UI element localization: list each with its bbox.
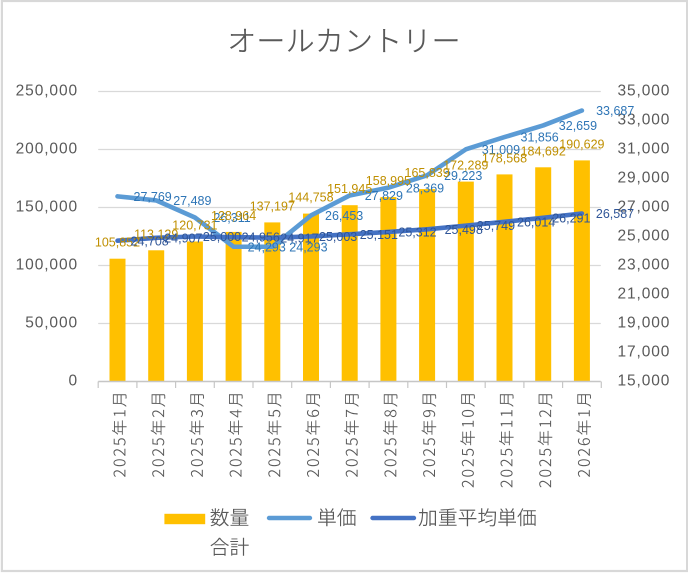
svg-text:25,312: 25,312 (398, 226, 436, 240)
svg-text:25,749: 25,749 (477, 219, 515, 233)
svg-text:19,000: 19,000 (618, 315, 671, 332)
svg-text:27,489: 27,489 (173, 194, 211, 208)
svg-text:21,000: 21,000 (618, 286, 671, 303)
svg-text:151,945: 151,945 (327, 182, 372, 196)
svg-text:25,000: 25,000 (618, 228, 671, 245)
svg-text:27,000: 27,000 (618, 199, 671, 216)
svg-text:32,659: 32,659 (559, 119, 597, 133)
svg-text:31,000: 31,000 (618, 141, 671, 158)
svg-text:33,000: 33,000 (618, 112, 671, 129)
svg-text:184,692: 184,692 (521, 144, 566, 158)
svg-text:250,000: 250,000 (16, 83, 78, 100)
svg-text:120,731: 120,731 (172, 219, 217, 233)
svg-text:33,687: 33,687 (596, 104, 634, 118)
svg-text:190,629: 190,629 (559, 137, 604, 151)
svg-text:28,369: 28,369 (406, 181, 444, 195)
svg-text:17,000: 17,000 (618, 344, 671, 361)
svg-text:24,956: 24,956 (242, 231, 280, 245)
svg-text:29,223: 29,223 (444, 169, 482, 183)
svg-text:144,758: 144,758 (288, 191, 333, 205)
svg-text:27,769: 27,769 (134, 190, 172, 204)
svg-text:158,995: 158,995 (366, 174, 411, 188)
svg-text:15,000: 15,000 (618, 373, 671, 390)
svg-text:100,000: 100,000 (16, 257, 78, 274)
svg-text:25,151: 25,151 (360, 228, 398, 242)
svg-text:24,708: 24,708 (131, 234, 169, 248)
svg-text:26,291: 26,291 (552, 211, 590, 225)
svg-text:31,856: 31,856 (521, 131, 559, 145)
svg-text:150,000: 150,000 (16, 199, 78, 216)
svg-text:137,197: 137,197 (250, 199, 295, 213)
svg-text:31,009: 31,009 (482, 143, 520, 157)
svg-text:113,129: 113,129 (134, 227, 178, 241)
svg-text:24,293: 24,293 (248, 240, 286, 254)
svg-text:26,014: 26,014 (517, 215, 555, 229)
svg-text:105,852: 105,852 (95, 236, 140, 250)
svg-text:165,839: 165,839 (405, 166, 450, 180)
svg-text:25,498: 25,498 (445, 223, 483, 237)
svg-text:24,293: 24,293 (289, 240, 327, 254)
svg-text:200,000: 200,000 (16, 141, 78, 158)
svg-text:23,000: 23,000 (618, 257, 671, 274)
svg-text:35,000: 35,000 (618, 83, 671, 100)
svg-text:128,964: 128,964 (211, 209, 256, 223)
svg-text:172,289: 172,289 (443, 159, 488, 173)
svg-text:27,829: 27,829 (365, 189, 403, 203)
svg-text:0: 0 (68, 373, 78, 390)
svg-text:25,003: 25,003 (319, 230, 357, 244)
svg-text:50,000: 50,000 (25, 315, 78, 332)
svg-text:26,453: 26,453 (325, 209, 363, 223)
svg-text:24,907: 24,907 (164, 231, 202, 245)
svg-text:24,917: 24,917 (280, 231, 318, 245)
svg-text:26,311: 26,311 (213, 211, 250, 225)
svg-text:25,000: 25,000 (203, 230, 241, 244)
svg-text:178,568: 178,568 (482, 151, 527, 165)
svg-text:26,587: 26,587 (596, 207, 634, 221)
svg-text:29,000: 29,000 (618, 170, 671, 187)
